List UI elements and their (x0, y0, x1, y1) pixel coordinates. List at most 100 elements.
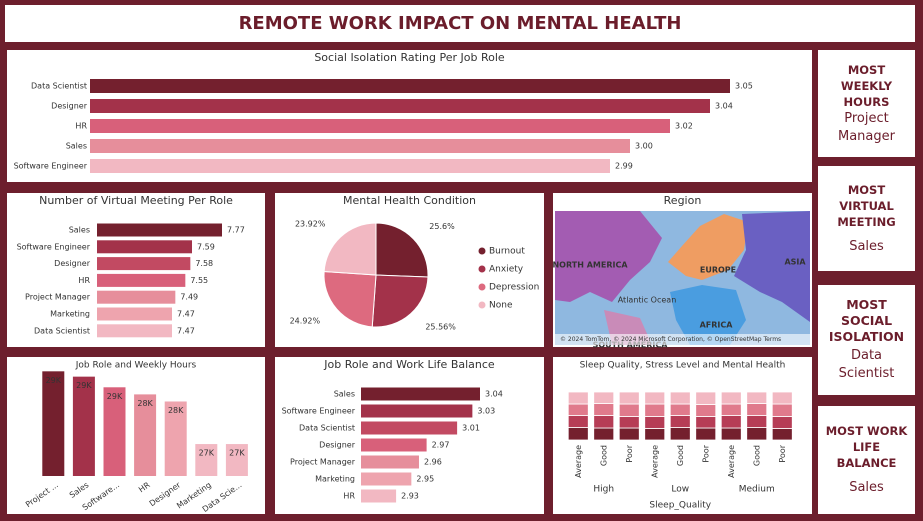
pie-slice (323, 222, 377, 276)
kpi-label: MOST WEEKLY HOURS (840, 62, 893, 109)
y-tick-label: HR (343, 492, 355, 501)
y-tick-label: HR (75, 122, 87, 131)
map-label: EUROPE (700, 266, 736, 275)
x-tick-label: Poor (625, 444, 634, 462)
bar (97, 240, 192, 254)
bar (97, 273, 186, 287)
bar-segment (771, 428, 793, 441)
bar-segment (720, 403, 742, 416)
chart-title: Job Role and Weekly Hours (75, 361, 197, 371)
group-label: High (593, 485, 614, 495)
y-tick-label: Data Scientist (299, 424, 355, 433)
legend-swatch (478, 265, 486, 273)
bar-segment (746, 391, 768, 404)
bar-segment (695, 391, 717, 405)
x-tick-label: Average (727, 445, 736, 478)
bar (90, 119, 670, 133)
bar (90, 99, 710, 113)
y-tick-label: Software Engineer (14, 162, 88, 171)
data-label: 3.05 (735, 82, 753, 91)
bar-segment (746, 415, 768, 428)
bar-segment (618, 391, 640, 405)
legend-label: Depression (489, 283, 539, 293)
data-label: 7.47 (177, 310, 195, 319)
x-tick-label: Good (599, 445, 608, 466)
data-label: 7.58 (195, 259, 213, 268)
bar (134, 394, 157, 476)
y-tick-label: Designer (54, 259, 91, 268)
data-label: 27K (229, 449, 245, 458)
bar-segment (695, 427, 717, 441)
bar (361, 387, 480, 401)
data-label: 7.47 (177, 326, 195, 335)
x-tick-label: Average (574, 445, 583, 478)
bar-segment (567, 415, 589, 428)
data-label: 24.92% (290, 316, 321, 325)
data-label: 2.96 (424, 458, 442, 467)
bar (361, 455, 419, 469)
bar (42, 371, 65, 476)
bar-segment (669, 391, 691, 405)
data-label: 28K (168, 406, 184, 415)
bar-segment (771, 391, 793, 405)
chart-title: Social Isolation Rating Per Job Role (314, 51, 505, 64)
data-label: 29K (107, 392, 123, 401)
asia (734, 211, 810, 322)
bar (103, 387, 126, 476)
bar-segment (720, 415, 742, 429)
data-label: 23.92% (295, 219, 326, 228)
data-label: 7.49 (180, 293, 198, 302)
data-label: 2.95 (416, 475, 434, 484)
y-tick-label: Sales (334, 390, 355, 399)
chart-title: Job Role and Work Life Balance (323, 358, 495, 371)
bar (97, 257, 191, 271)
map-label: NORTH AMERICA (552, 261, 628, 270)
bar-segment (567, 427, 589, 441)
africa (670, 285, 746, 345)
bar-segment (669, 415, 691, 428)
y-tick-label: Sales (66, 142, 87, 151)
bar (97, 290, 176, 304)
y-tick-label: Designer (51, 102, 88, 111)
bar-segment (593, 427, 615, 441)
data-label: 25.6% (429, 222, 455, 231)
bar-segment (669, 427, 691, 441)
legend-label: Anxiety (489, 265, 524, 275)
bar (97, 307, 172, 321)
bar (361, 404, 473, 418)
bar-segment (746, 403, 768, 416)
data-label: 29K (46, 376, 62, 385)
bar-segment (618, 416, 640, 429)
y-tick-label: Marketing (315, 475, 355, 484)
y-tick-label: Designer (319, 441, 356, 450)
data-label: 7.55 (190, 276, 208, 285)
kpi-value: Sales (849, 480, 884, 495)
data-label: 3.02 (675, 122, 693, 131)
data-label: 3.04 (485, 390, 503, 399)
bar (195, 444, 218, 476)
chart-title: Region (664, 194, 702, 207)
kpi-label: MOST WORK LIFE BALANCE (825, 424, 908, 470)
bar (164, 401, 187, 476)
chart-title: Mental Health Condition (343, 194, 476, 207)
bar-segment (644, 428, 666, 441)
kpi-value: Data Scientist (838, 348, 895, 381)
y-tick-label: HR (78, 276, 90, 285)
data-label: 28K (137, 399, 153, 408)
legend-swatch (478, 301, 486, 309)
map-attribution-bg (555, 334, 810, 345)
bar-segment (771, 403, 793, 417)
kpi-card: MOST VIRTUAL MEETING Sales (818, 166, 915, 271)
y-tick-label: Software Engineer (282, 407, 356, 416)
x-tick-label: Poor (701, 444, 710, 462)
north-america (555, 211, 662, 302)
map-attribution: © 2024 TomTom, © 2024 Microsoft Corporat… (560, 336, 781, 343)
chart-title: Sleep Quality, Stress Level and Mental H… (580, 361, 786, 371)
bar-segment (644, 391, 666, 405)
map-image (555, 211, 810, 345)
chart-title: Number of Virtual Meeting Per Role (39, 194, 233, 207)
bar-segment (720, 427, 742, 441)
bar (97, 324, 172, 338)
